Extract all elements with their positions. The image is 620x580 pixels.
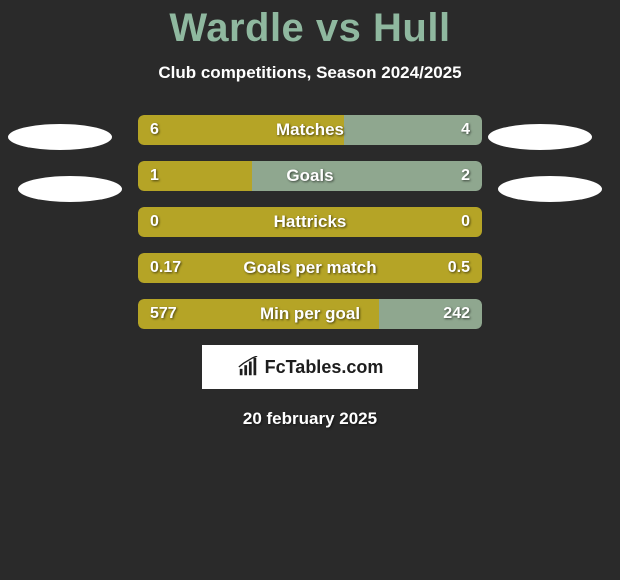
footer-date: 20 february 2025 — [0, 409, 620, 429]
metric-label: Goals — [138, 161, 482, 191]
metric-label: Matches — [138, 115, 482, 145]
right-value: 4 — [461, 115, 470, 145]
right-value: 242 — [443, 299, 470, 329]
right-value: 2 — [461, 161, 470, 191]
team-badge-placeholder — [488, 124, 592, 150]
page-title: Wardle vs Hull — [0, 0, 620, 51]
team-badge-placeholder — [8, 124, 112, 150]
team-badge-placeholder — [18, 176, 122, 202]
comparison-row: 0.17 Goals per match 0.5 — [0, 253, 620, 283]
chart-bar-icon — [237, 356, 259, 378]
right-value: 0 — [461, 207, 470, 237]
team-badge-placeholder — [498, 176, 602, 202]
comparison-row: 577 Min per goal 242 — [0, 299, 620, 329]
metric-label: Goals per match — [138, 253, 482, 283]
branding-text: FcTables.com — [265, 357, 384, 378]
metric-label: Min per goal — [138, 299, 482, 329]
metric-label: Hattricks — [138, 207, 482, 237]
comparison-infographic: Wardle vs Hull Club competitions, Season… — [0, 0, 620, 580]
page-subtitle: Club competitions, Season 2024/2025 — [0, 63, 620, 83]
comparison-row: 0 Hattricks 0 — [0, 207, 620, 237]
branding-box: FcTables.com — [202, 345, 418, 389]
right-value: 0.5 — [448, 253, 470, 283]
